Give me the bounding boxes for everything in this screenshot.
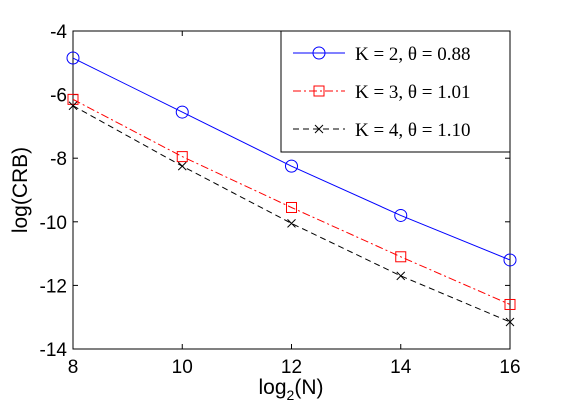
legend-marker-1 bbox=[312, 46, 326, 60]
series-3 bbox=[68, 101, 515, 327]
legend-box bbox=[280, 30, 511, 153]
y-tick-label: -6 bbox=[50, 86, 67, 107]
series-3-point-stroke bbox=[68, 101, 78, 111]
y-tick-label: -10 bbox=[40, 213, 67, 234]
x-axis-label-tail: (N) bbox=[294, 376, 323, 399]
series-1 bbox=[66, 51, 517, 267]
series-2-point bbox=[286, 201, 297, 213]
legend-marker-3-stroke bbox=[314, 124, 324, 134]
series-1-point bbox=[503, 253, 517, 267]
y-axis-label: log(CRB) bbox=[9, 147, 32, 233]
series-2-point bbox=[395, 251, 407, 263]
x-axis-label-subscript: 2 bbox=[287, 387, 295, 403]
series-1-point bbox=[66, 51, 80, 65]
legend-item-3: K = 4, θ = 1.10 bbox=[293, 120, 471, 141]
series-1-line bbox=[72, 57, 511, 261]
x-tick-label: 10 bbox=[172, 357, 193, 378]
series-1-point bbox=[175, 105, 189, 119]
legend-label-3: K = 4, θ = 1.10 bbox=[355, 120, 471, 141]
series-2-point bbox=[67, 93, 79, 105]
series-2 bbox=[67, 93, 516, 310]
x-axis-label: log2(N) bbox=[259, 376, 324, 403]
series-3-point-stroke bbox=[287, 219, 296, 228]
series-3-point bbox=[505, 317, 515, 327]
series-3-point bbox=[287, 219, 296, 228]
series-3-point-stroke bbox=[396, 271, 406, 281]
x-tick-label: 12 bbox=[281, 357, 302, 378]
x-tick-label: 8 bbox=[68, 357, 79, 378]
series-3-point bbox=[177, 161, 187, 171]
y-tick-label: -8 bbox=[50, 149, 67, 170]
series-2-point bbox=[176, 151, 188, 163]
series-3-point-stroke bbox=[505, 317, 515, 327]
legend-marker-3 bbox=[314, 124, 324, 134]
y-tick-label: -4 bbox=[50, 22, 67, 43]
x-tick-label: 16 bbox=[499, 357, 520, 378]
series-3-point bbox=[396, 271, 406, 281]
legend-label-2: K = 3, θ = 1.01 bbox=[355, 82, 471, 103]
y-tick-label: -14 bbox=[40, 340, 68, 361]
legend-marker-2 bbox=[313, 85, 325, 97]
series-layer bbox=[66, 51, 517, 327]
legend-label-1: K = 2, θ = 0.88 bbox=[355, 44, 471, 65]
series-3-line bbox=[72, 105, 511, 323]
series-2-point bbox=[504, 298, 516, 310]
series-3-point-stroke bbox=[177, 161, 187, 171]
series-1-point bbox=[285, 159, 298, 173]
axis-ticks: 8 10 12 14 16 -14 -12 -10 -8 -6 -4 bbox=[40, 22, 521, 378]
y-tick-label: -12 bbox=[40, 276, 67, 297]
series-1-point bbox=[394, 208, 408, 222]
legend: K = 2, θ = 0.88 K = 3, θ = 1.01 K = 4, θ =… bbox=[280, 30, 511, 153]
series-3-point bbox=[68, 101, 78, 111]
series-2-line bbox=[72, 98, 511, 305]
x-tick-label: 14 bbox=[390, 357, 412, 378]
x-axis-label-main: log bbox=[259, 376, 287, 399]
legend-item-2: K = 3, θ = 1.01 bbox=[293, 82, 471, 103]
legend-item-1: K = 2, θ = 0.88 bbox=[293, 44, 471, 65]
